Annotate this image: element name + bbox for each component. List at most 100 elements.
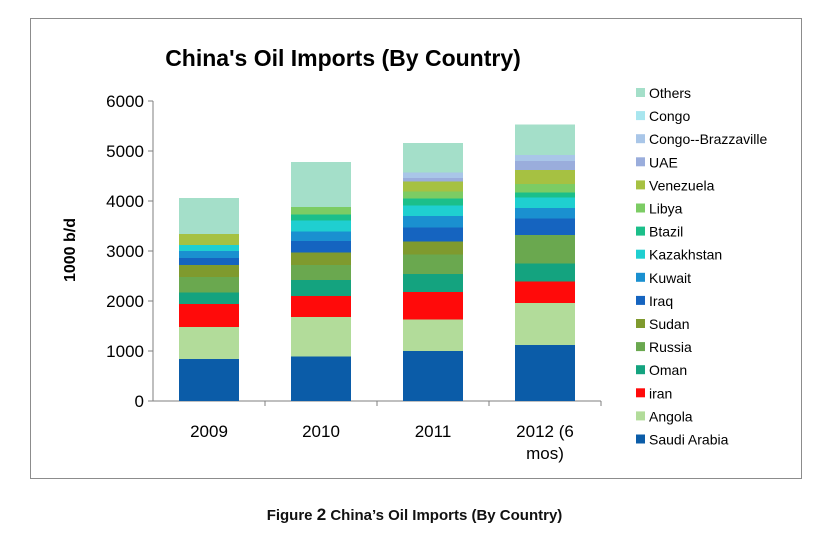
stacked-bar-chart: China's Oil Imports (By Country) 1000 b/… <box>62 45 767 463</box>
bar-segment-iraq <box>403 227 463 242</box>
bar-segment-kuwait <box>515 208 575 219</box>
legend-swatch-others <box>636 88 645 97</box>
bar-segment-saudi-arabia <box>403 351 463 401</box>
y-tick-label: 5000 <box>106 142 144 161</box>
legend-swatch-btazil <box>636 226 645 236</box>
legend-swatch-kuwait <box>636 272 645 282</box>
bar-segment-kazakhstan <box>179 245 239 251</box>
legend-label-venezuela: Venezuela <box>649 177 715 193</box>
bar-segment-congo-brazzaville <box>515 155 575 161</box>
bar-segment-btazil <box>403 198 463 206</box>
bar-segment-iraq <box>291 241 351 253</box>
bar-segment-saudi-arabia <box>291 356 351 401</box>
plot-area: 0 1000 2000 3000 4000 5000 6000 2009 2010 2011 201… <box>106 92 602 463</box>
bar-segment-sudan <box>291 252 351 265</box>
legend-swatch-iran <box>636 388 645 398</box>
bar-segment-uae <box>403 178 463 182</box>
bar-segment-iran <box>179 304 239 327</box>
bar-segment-kazakhstan <box>515 197 575 208</box>
legend-swatch-oman <box>636 365 645 375</box>
legend-label-iraq: Iraq <box>649 293 673 309</box>
legend-label-congo-brazzaville: Congo--Brazzaville <box>649 131 767 147</box>
bar-segment-russia <box>179 277 239 293</box>
legend-swatch-sudan <box>636 319 645 328</box>
legend-swatch-congo <box>636 111 645 121</box>
y-tick-label: 4000 <box>106 192 144 211</box>
bar-segment-iran <box>291 296 351 317</box>
bar-segment-oman <box>179 292 239 304</box>
bar-segment-angola <box>403 319 463 351</box>
chart-frame: China's Oil Imports (By Country) 1000 b/… <box>30 18 802 479</box>
bar-segment-kuwait <box>179 251 239 258</box>
bar-segment-iran <box>403 292 463 320</box>
bar-segment-venezuela <box>403 181 463 192</box>
bar-segment-kazakhstan <box>291 220 351 232</box>
figure-caption: Figure 2 China’s Oil Imports (By Country… <box>0 505 829 525</box>
legend-label-btazil: Btazil <box>649 224 683 240</box>
legend-label-congo: Congo <box>649 108 690 124</box>
bar-segment-libya <box>291 207 351 215</box>
legend-label-libya: Libya <box>649 201 683 217</box>
bar-segment-btazil <box>291 214 351 221</box>
legend-label-others: Others <box>649 85 691 101</box>
bar-segment-iran <box>515 281 575 303</box>
legend-swatch-uae <box>636 157 645 167</box>
caption-number: 2 <box>316 505 327 524</box>
legend-label-sudan: Sudan <box>649 316 689 332</box>
x-tick-label: 2010 <box>302 422 340 441</box>
legend-label-oman: Oman <box>649 362 687 378</box>
bar-segment-others <box>291 162 351 207</box>
bar-segment-saudi-arabia <box>179 359 239 401</box>
legend-label-uae: UAE <box>649 154 678 170</box>
bar-segment-congo-brazzaville <box>403 172 463 178</box>
caption-text: China’s Oil Imports (By Country) <box>330 507 563 524</box>
legend-swatch-angola <box>636 411 645 421</box>
bar-segment-btazil <box>515 192 575 198</box>
bar-segment-angola <box>291 317 351 357</box>
legend-label-saudi-arabia: Saudi Arabia <box>649 432 729 448</box>
legend-swatch-kazakhstan <box>636 249 645 259</box>
caption-prefix: Figure <box>266 507 313 524</box>
legend-label-kuwait: Kuwait <box>649 270 691 286</box>
y-tick-label: 2000 <box>106 292 144 311</box>
y-tick-label: 6000 <box>106 92 144 111</box>
bar-segment-others <box>403 143 463 173</box>
legend-swatch-russia <box>636 342 645 352</box>
bar-segment-saudi-arabia <box>515 345 575 401</box>
bar-segment-libya <box>515 184 575 193</box>
bar-segment-oman <box>515 263 575 282</box>
bar-segment-kazakhstan <box>403 205 463 216</box>
bar-segment-iraq <box>515 218 575 235</box>
bar-segment-russia <box>515 235 575 264</box>
bar-segment-libya <box>403 191 463 199</box>
bar-segment-oman <box>291 280 351 296</box>
bar-segment-kuwait <box>403 216 463 228</box>
y-tick-label: 3000 <box>106 242 144 261</box>
x-tick-label: 2011 <box>415 422 452 441</box>
bar-segment-angola <box>515 303 575 345</box>
chart-title: China's Oil Imports (By Country) <box>165 45 521 71</box>
legend-swatch-saudi-arabia <box>636 434 645 444</box>
x-tick-label: 2009 <box>190 422 228 441</box>
y-tick-label: 1000 <box>106 342 144 361</box>
bar-segment-venezuela <box>515 170 575 184</box>
bar-segment-venezuela <box>179 234 239 245</box>
legend-swatch-venezuela <box>636 180 645 190</box>
bar-segment-angola <box>179 327 239 359</box>
legend-label-russia: Russia <box>649 339 692 355</box>
x-tick-label: mos) <box>526 444 564 463</box>
bar-segment-russia <box>403 254 463 274</box>
legend-label-angola: Angola <box>649 408 693 424</box>
legend-swatch-iraq <box>636 295 645 305</box>
legend-label-iran: iran <box>649 385 672 401</box>
x-tick-label: 2012 (6 <box>516 422 574 441</box>
bar-segment-sudan <box>179 265 239 277</box>
bar-segment-kuwait <box>291 231 351 241</box>
legend-swatch-libya <box>636 203 645 213</box>
bar-segment-sudan <box>403 241 463 255</box>
bar-segment-russia <box>291 265 351 280</box>
y-axis-label: 1000 b/d <box>62 218 79 282</box>
legend-swatch-congo-brazzaville <box>636 134 645 144</box>
bar-segment-oman <box>403 274 463 292</box>
y-tick-label: 0 <box>135 392 144 411</box>
